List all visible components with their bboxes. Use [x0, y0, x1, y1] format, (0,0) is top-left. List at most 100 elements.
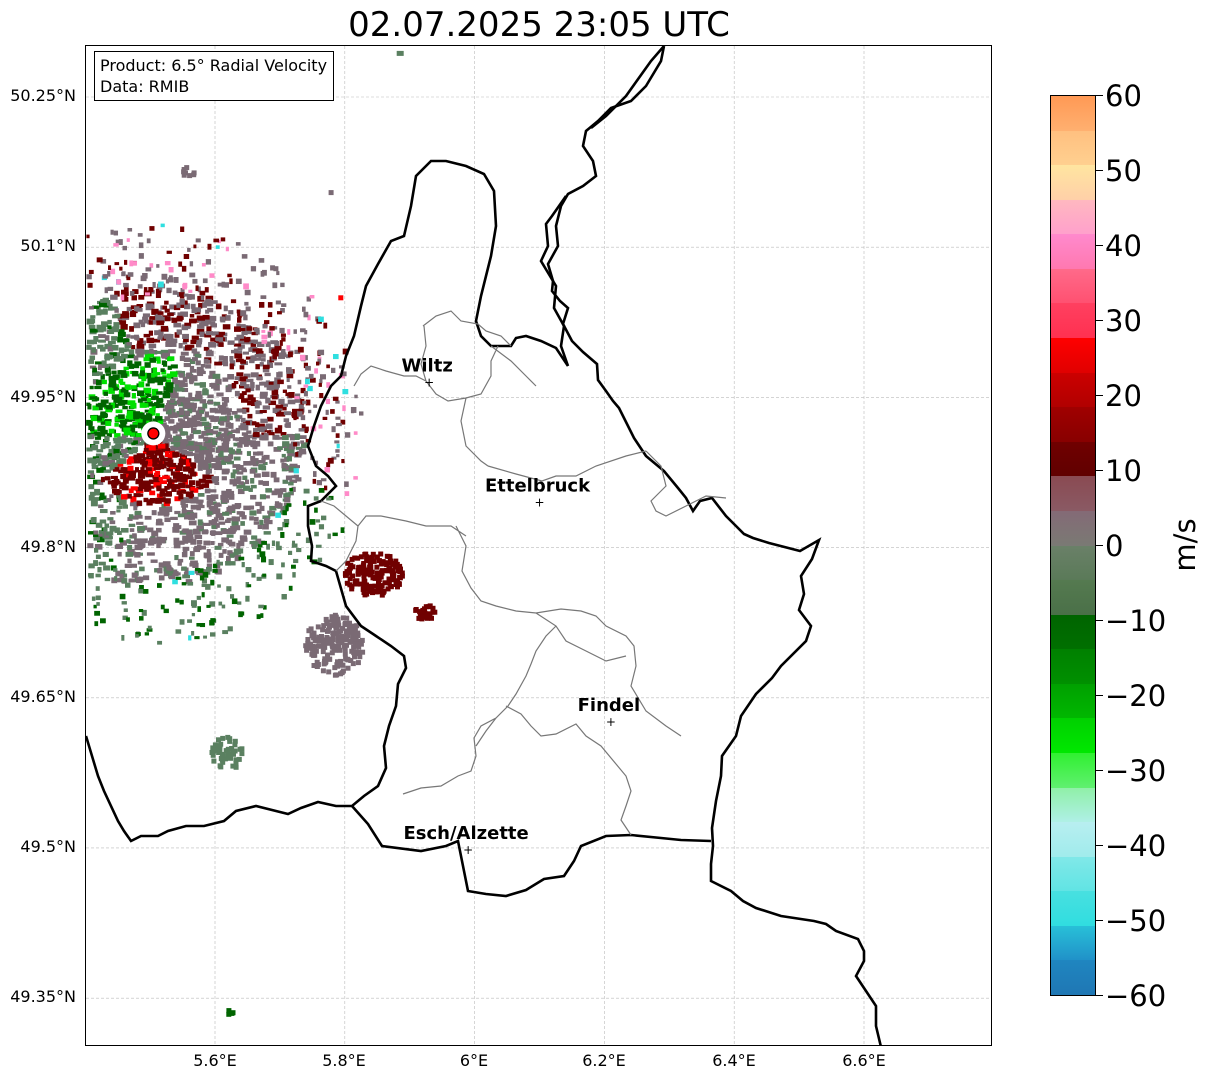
city-marker[interactable]: +Ettelbruck — [485, 476, 591, 510]
echo-pixel — [234, 376, 243, 381]
echo-pixel — [134, 511, 140, 516]
echo-cell-pixel — [184, 165, 190, 171]
echo-pixel — [142, 589, 149, 594]
echo-pixel — [297, 411, 303, 417]
echo-pixel — [100, 444, 106, 450]
echo-pixel — [161, 503, 166, 508]
echo-pixel — [228, 434, 236, 439]
echo-pixel — [170, 516, 178, 520]
echo-pixel — [182, 506, 187, 511]
echo-pixel — [212, 480, 219, 484]
echo-pixel — [195, 307, 202, 313]
echo-pixel — [87, 470, 95, 474]
echo-cell-pixel — [385, 586, 391, 592]
echo-pixel — [257, 451, 264, 456]
echo-pixel — [156, 545, 161, 549]
echo-pixel — [162, 475, 170, 480]
echo-pixel — [247, 339, 256, 344]
echo-pixel — [236, 471, 244, 475]
echo-pixel — [93, 380, 99, 385]
echo-pixel — [180, 439, 189, 445]
echo-pixel — [272, 282, 278, 289]
echo-cell-pixel — [320, 649, 326, 655]
echo-pixel — [102, 442, 111, 446]
echo-pixel — [205, 446, 213, 452]
radar-site-marker[interactable] — [147, 427, 160, 440]
echo-cell-pixel — [337, 647, 343, 653]
echo-pixel — [201, 483, 210, 488]
echo-pixel — [208, 342, 216, 348]
echo-pixel — [169, 479, 178, 483]
radar-map[interactable]: + Wiltz + Ettelbruck + Findel + Esch/Alzette — [85, 45, 992, 1046]
echo-pixel — [117, 318, 123, 322]
echo-pixel — [137, 473, 146, 479]
echo-pixel — [216, 559, 220, 565]
echo-pixel — [167, 312, 174, 317]
echo-pixel — [96, 306, 101, 312]
echo-cell-pixel — [353, 580, 358, 586]
echo-pixel — [254, 353, 260, 358]
echo-cell-pixel — [232, 748, 238, 754]
echo-cell-pixel — [225, 754, 231, 760]
echo-pixel — [182, 424, 190, 429]
echo-pixel — [198, 484, 204, 490]
echo-pixel — [182, 497, 190, 501]
colorbar-segment — [1051, 372, 1095, 408]
echo-pixel — [262, 480, 269, 486]
echo-pixel — [231, 520, 239, 526]
echo-cell-pixel — [338, 671, 343, 677]
echo-pixel — [272, 354, 277, 360]
echo-pixel — [295, 433, 301, 439]
echo-pixel — [244, 289, 251, 296]
echo-pixel — [236, 372, 244, 377]
echo-pixel — [165, 341, 173, 347]
echo-pixel — [111, 336, 118, 341]
echo-pixel — [127, 400, 136, 406]
echo-pixel — [305, 537, 312, 544]
echo-pixel — [220, 438, 229, 442]
echo-pixel — [89, 355, 96, 360]
echo-pixel — [179, 373, 184, 378]
echo-pixel — [204, 300, 211, 305]
echo-cell-pixel — [373, 589, 379, 595]
echo-pixel — [117, 336, 124, 343]
echo-pixel — [111, 394, 120, 400]
echo-pixel — [229, 553, 235, 558]
echo-pixel — [260, 391, 268, 396]
echo-pixel — [240, 537, 248, 542]
echo-pixel — [277, 527, 283, 531]
echo-pixel — [196, 343, 202, 348]
echo-pixel — [158, 281, 164, 288]
echo-pixel — [312, 478, 317, 484]
echo-cell-pixel — [349, 556, 355, 562]
echo-pixel — [359, 411, 364, 416]
echo-cell-pixel — [211, 758, 217, 764]
echo-pixel — [261, 540, 267, 545]
echo-pixel — [328, 190, 334, 196]
echo-pixel — [225, 457, 230, 462]
echo-pixel — [96, 371, 103, 376]
echo-pixel — [263, 495, 270, 499]
echo-cell-pixel — [374, 564, 380, 570]
city-marker[interactable]: +Esch/Alzette — [403, 823, 528, 857]
echo-pixel — [280, 333, 286, 337]
echo-pixel — [318, 424, 323, 429]
echo-pixel — [182, 466, 190, 472]
echo-pixel — [313, 496, 319, 501]
echo-pixel — [196, 486, 202, 490]
echo-pixel — [261, 329, 266, 333]
city-marker[interactable]: +Findel — [578, 695, 641, 729]
city-marker[interactable]: +Wiltz — [402, 355, 453, 389]
echo-pixel — [226, 517, 232, 521]
echo-pixel — [113, 490, 120, 496]
echo-pixel — [215, 568, 222, 575]
echo-pixel — [228, 310, 234, 315]
echo-pixel — [104, 343, 111, 348]
echo-pixel — [262, 405, 271, 410]
echo-pixel — [109, 494, 114, 499]
echo-pixel — [218, 406, 227, 412]
echo-pixel — [117, 400, 126, 406]
echo-pixel — [166, 373, 172, 379]
echo-pixel — [183, 403, 191, 409]
echo-pixel — [138, 381, 145, 388]
